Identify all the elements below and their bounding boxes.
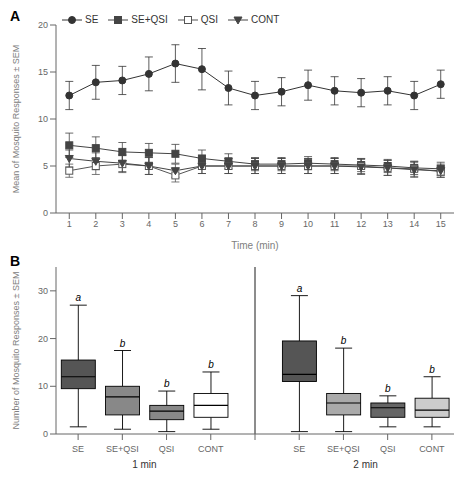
- svg-text:QSI: QSI: [380, 444, 396, 454]
- svg-text:30: 30: [38, 286, 48, 296]
- svg-text:11: 11: [330, 219, 339, 229]
- svg-text:a: a: [297, 283, 303, 294]
- svg-text:15: 15: [38, 67, 48, 77]
- svg-text:5: 5: [43, 161, 48, 171]
- svg-text:QSI: QSI: [159, 444, 175, 454]
- svg-text:SE+QSI: SE+QSI: [106, 444, 139, 454]
- html-text:QSI: QSI: [200, 14, 218, 25]
- svg-text:20: 20: [38, 334, 48, 344]
- svg-text:3: 3: [120, 219, 125, 229]
- svg-text:15: 15: [436, 219, 446, 229]
- svg-text:b: b: [164, 378, 170, 389]
- svg-text:5: 5: [173, 219, 178, 229]
- svg-text:6: 6: [199, 219, 204, 229]
- svg-text:8: 8: [252, 219, 257, 229]
- svg-text:10: 10: [303, 219, 313, 229]
- svg-text:4: 4: [146, 219, 151, 229]
- svg-text:Time (min): Time (min): [231, 240, 278, 251]
- svg-text:10: 10: [38, 114, 48, 124]
- svg-text:0: 0: [43, 208, 48, 218]
- svg-text:13: 13: [383, 219, 393, 229]
- html-text:A: A: [10, 8, 21, 24]
- svg-text:0: 0: [43, 429, 48, 439]
- svg-text:SE: SE: [72, 444, 84, 454]
- svg-text:9: 9: [279, 219, 284, 229]
- svg-text:2: 2: [93, 219, 98, 229]
- svg-text:b: b: [341, 335, 347, 346]
- svg-text:12: 12: [356, 219, 366, 229]
- svg-text:10: 10: [38, 381, 48, 391]
- html-text:SE: SE: [85, 14, 99, 25]
- html-text:SE+QSI: SE+QSI: [131, 14, 168, 25]
- html-text:CONT: CONT: [251, 14, 280, 25]
- svg-text:b: b: [120, 338, 126, 349]
- svg-text:b: b: [385, 383, 391, 394]
- svg-text:SE+QSI: SE+QSI: [327, 444, 360, 454]
- svg-text:CONT: CONT: [419, 444, 445, 454]
- svg-text:b: b: [429, 364, 435, 375]
- svg-text:1: 1: [67, 219, 72, 229]
- svg-text:SE: SE: [293, 444, 305, 454]
- svg-text:Mean of Mosquito Responses ± S: Mean of Mosquito Responses ± SEM: [11, 45, 21, 194]
- svg-text:20: 20: [38, 20, 48, 30]
- svg-text:a: a: [76, 292, 82, 303]
- svg-text:b: b: [208, 359, 214, 370]
- svg-text:7: 7: [226, 219, 231, 229]
- svg-text:CONT: CONT: [198, 444, 224, 454]
- svg-text:2 min: 2 min: [353, 459, 377, 470]
- svg-text:1 min: 1 min: [132, 459, 156, 470]
- svg-text:14: 14: [409, 219, 419, 229]
- svg-text:Number of Mosquito Responses ±: Number of Mosquito Responses ± SEM: [11, 271, 21, 429]
- html-text:B: B: [10, 253, 21, 269]
